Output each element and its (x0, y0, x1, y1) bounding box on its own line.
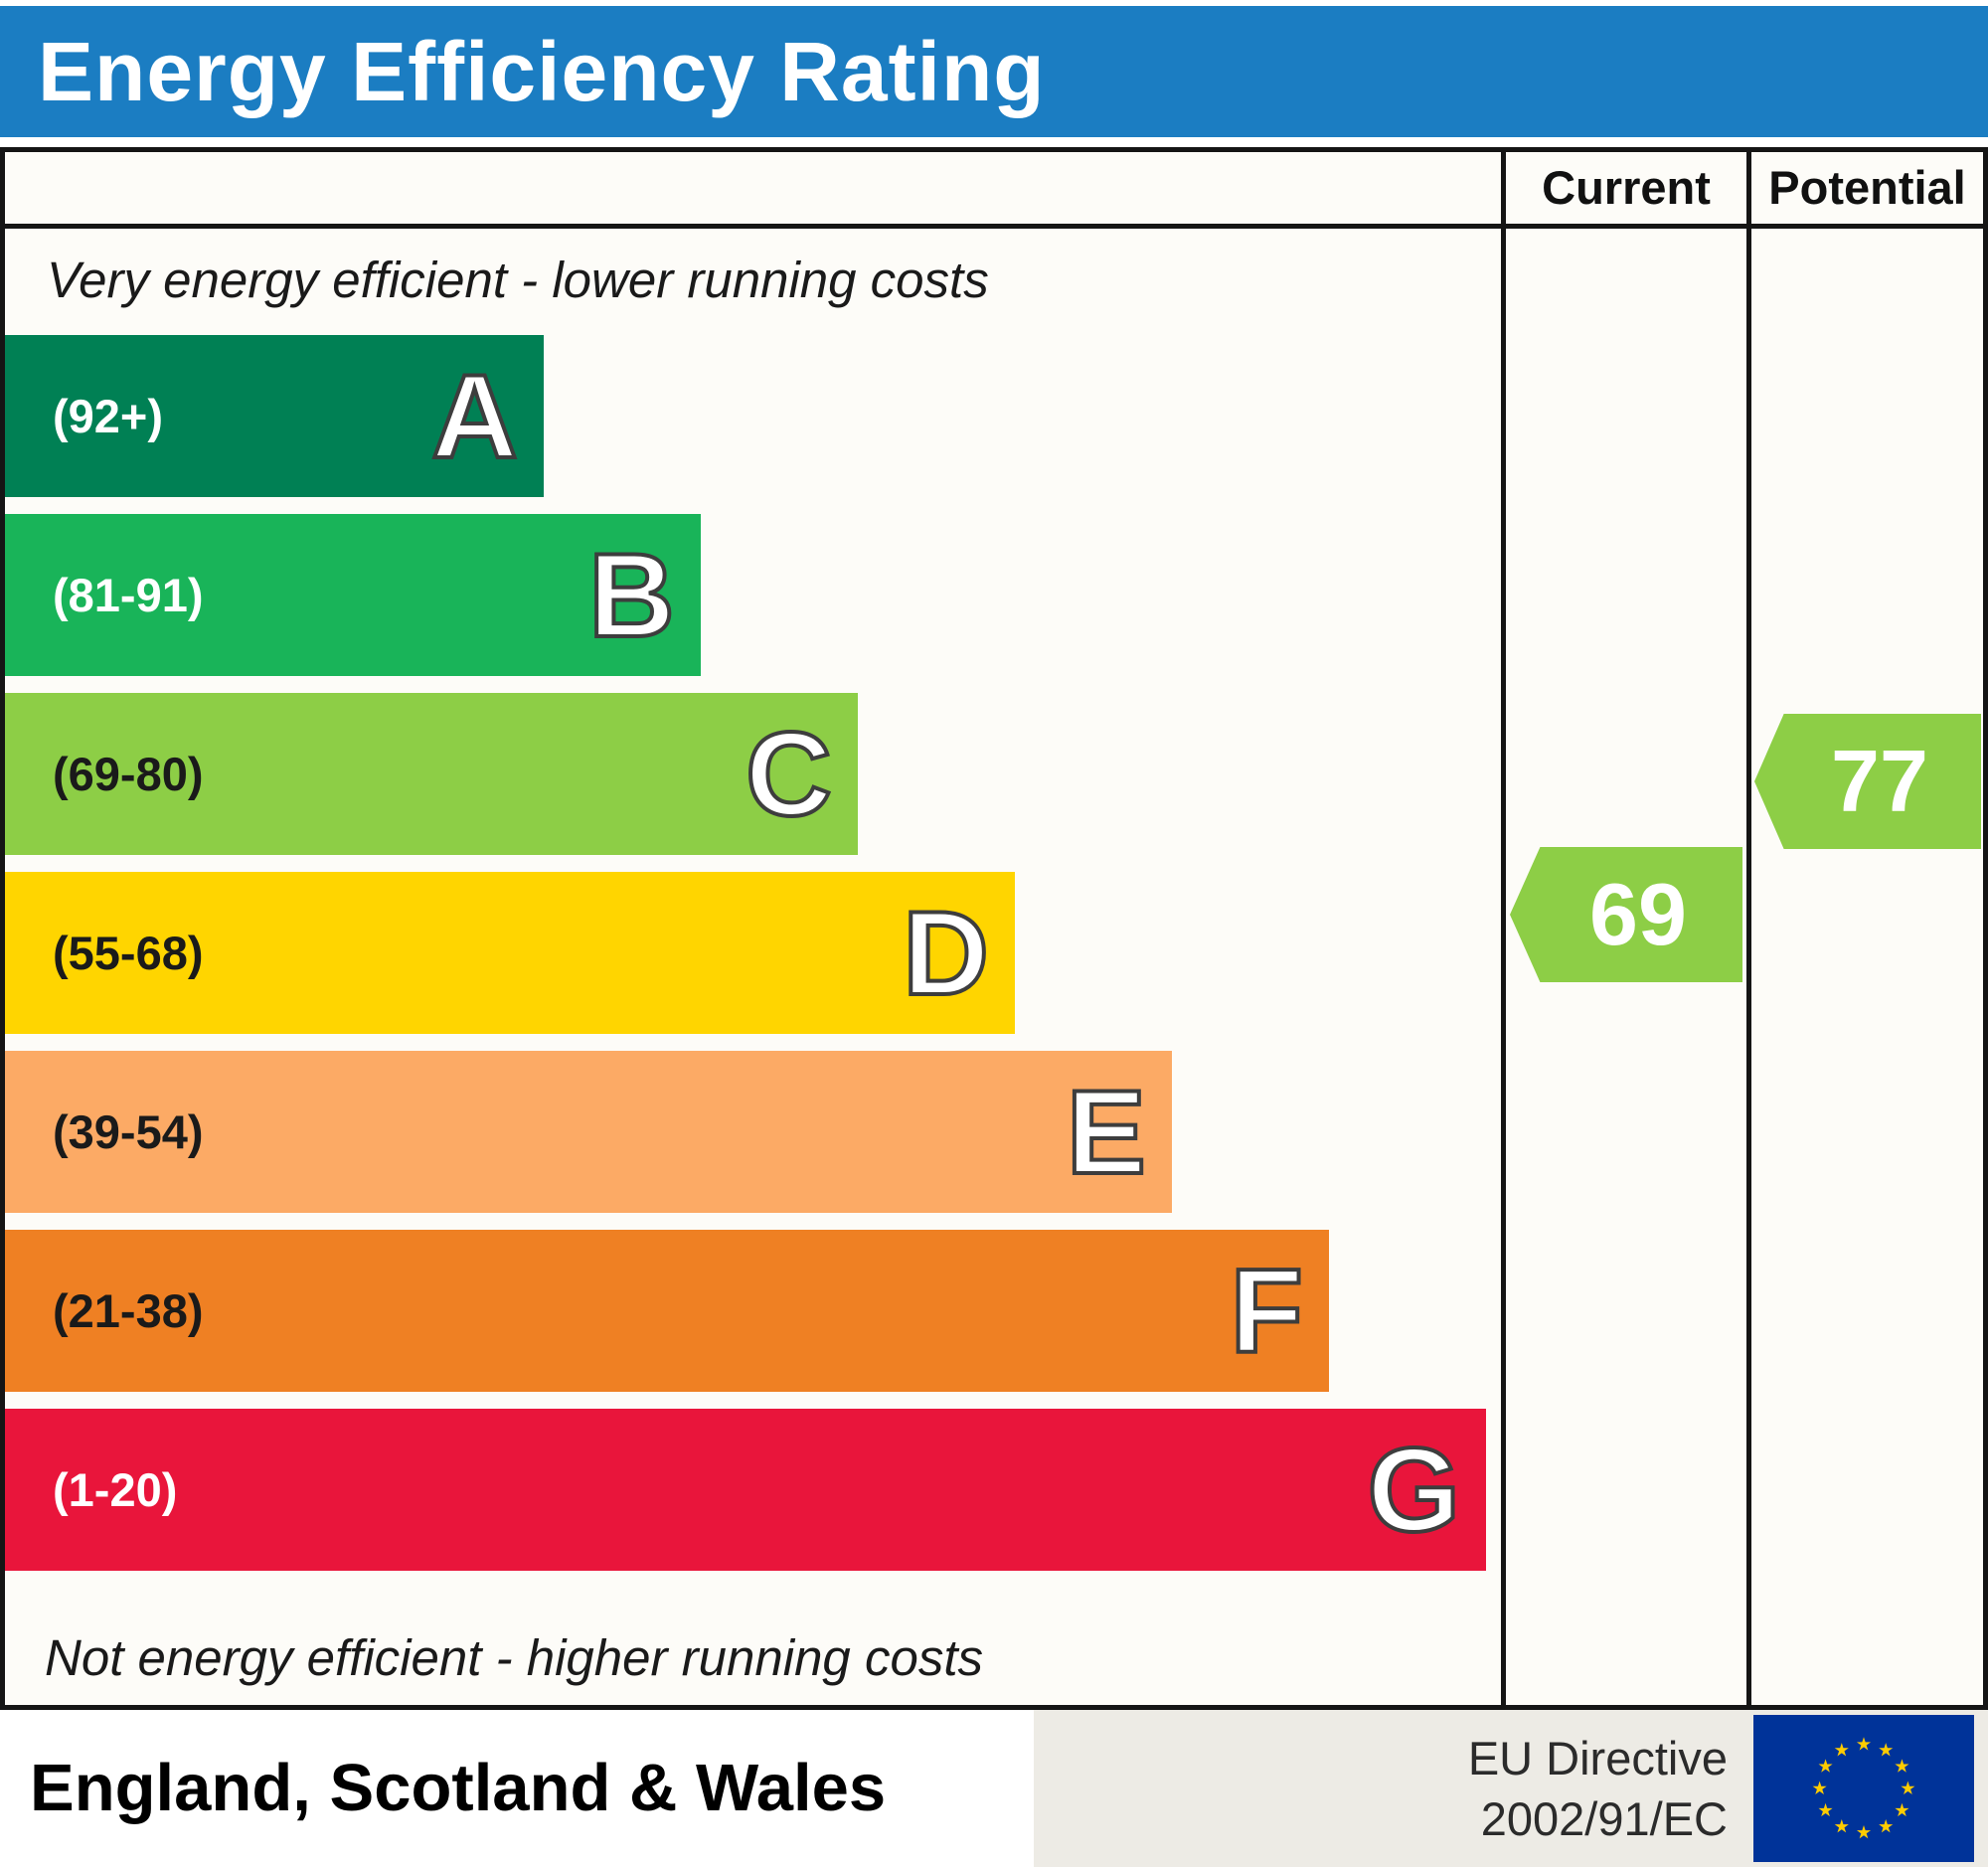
bottom-note: Not energy efficient - higher running co… (45, 1629, 983, 1686)
eu-directive-text: EU Directive 2002/91/EC (1468, 1728, 1728, 1849)
band-range-label: (92+) (53, 390, 164, 442)
eu-flag-field (1753, 1715, 1974, 1862)
band-bar: (39-54) E (5, 1051, 1172, 1213)
region-label: England, Scotland & Wales (30, 1751, 887, 1825)
divider-potential-column (1746, 152, 1751, 1705)
band-row: (81-91) B (5, 514, 1501, 676)
band-bar: (1-20) G (5, 1409, 1486, 1571)
potential-column-header: Potential (1768, 161, 1966, 214)
chart-frame: Current Potential Very energy efficient … (0, 147, 1988, 1710)
band-row: (21-38) F (5, 1230, 1501, 1392)
band-row: (39-54) E (5, 1051, 1501, 1213)
band-range-label: (81-91) (53, 569, 204, 621)
band-letter: B (586, 528, 677, 662)
band-bar: (55-68) D (5, 872, 1015, 1034)
band-range-label: (39-54) (53, 1105, 204, 1158)
eu-directive-line1: EU Directive (1467, 1731, 1728, 1784)
band-letter: A (429, 349, 520, 483)
band-letter: G (1366, 1423, 1462, 1557)
eu-flag-icon (1753, 1715, 1974, 1862)
bands-zone: Very energy efficient - lower running co… (5, 229, 1501, 1705)
band-bar: (21-38) F (5, 1230, 1329, 1392)
potential-value: 77 (1831, 732, 1928, 830)
band-letter: D (901, 886, 991, 1020)
current-value: 69 (1589, 865, 1687, 963)
band-letter: F (1229, 1244, 1305, 1378)
bands: (92+) A (81-91) B (69-80) C (55-68) D (3… (5, 335, 1501, 1571)
current-column-header: Current (1542, 161, 1711, 214)
band-bar: (92+) A (5, 335, 544, 497)
page-title: Energy Efficiency Rating (38, 24, 1046, 118)
band-row: (92+) A (5, 335, 1501, 497)
divider-current-column (1501, 152, 1506, 1705)
title-bar: Energy Efficiency Rating (0, 6, 1988, 137)
band-range-label: (21-38) (53, 1284, 204, 1337)
eu-directive-line2: 2002/91/EC (1480, 1792, 1728, 1845)
band-letter: E (1065, 1065, 1148, 1199)
band-bar: (81-91) B (5, 514, 701, 676)
band-row: (1-20) G (5, 1409, 1501, 1571)
header-row-divider (5, 224, 1983, 229)
potential-arrow: 77 (1754, 714, 1981, 849)
band-range-label: (55-68) (53, 927, 204, 979)
band-row: (69-80) C (5, 693, 1501, 855)
band-range-label: (1-20) (53, 1463, 178, 1516)
band-row: (55-68) D (5, 872, 1501, 1034)
current-arrow: 69 (1510, 847, 1742, 982)
top-note: Very energy efficient - lower running co… (47, 252, 989, 308)
footer: England, Scotland & Wales EU Directive 2… (0, 1710, 1988, 1867)
band-bar: (69-80) C (5, 693, 858, 855)
band-range-label: (69-80) (53, 748, 204, 800)
band-letter: C (744, 707, 834, 841)
